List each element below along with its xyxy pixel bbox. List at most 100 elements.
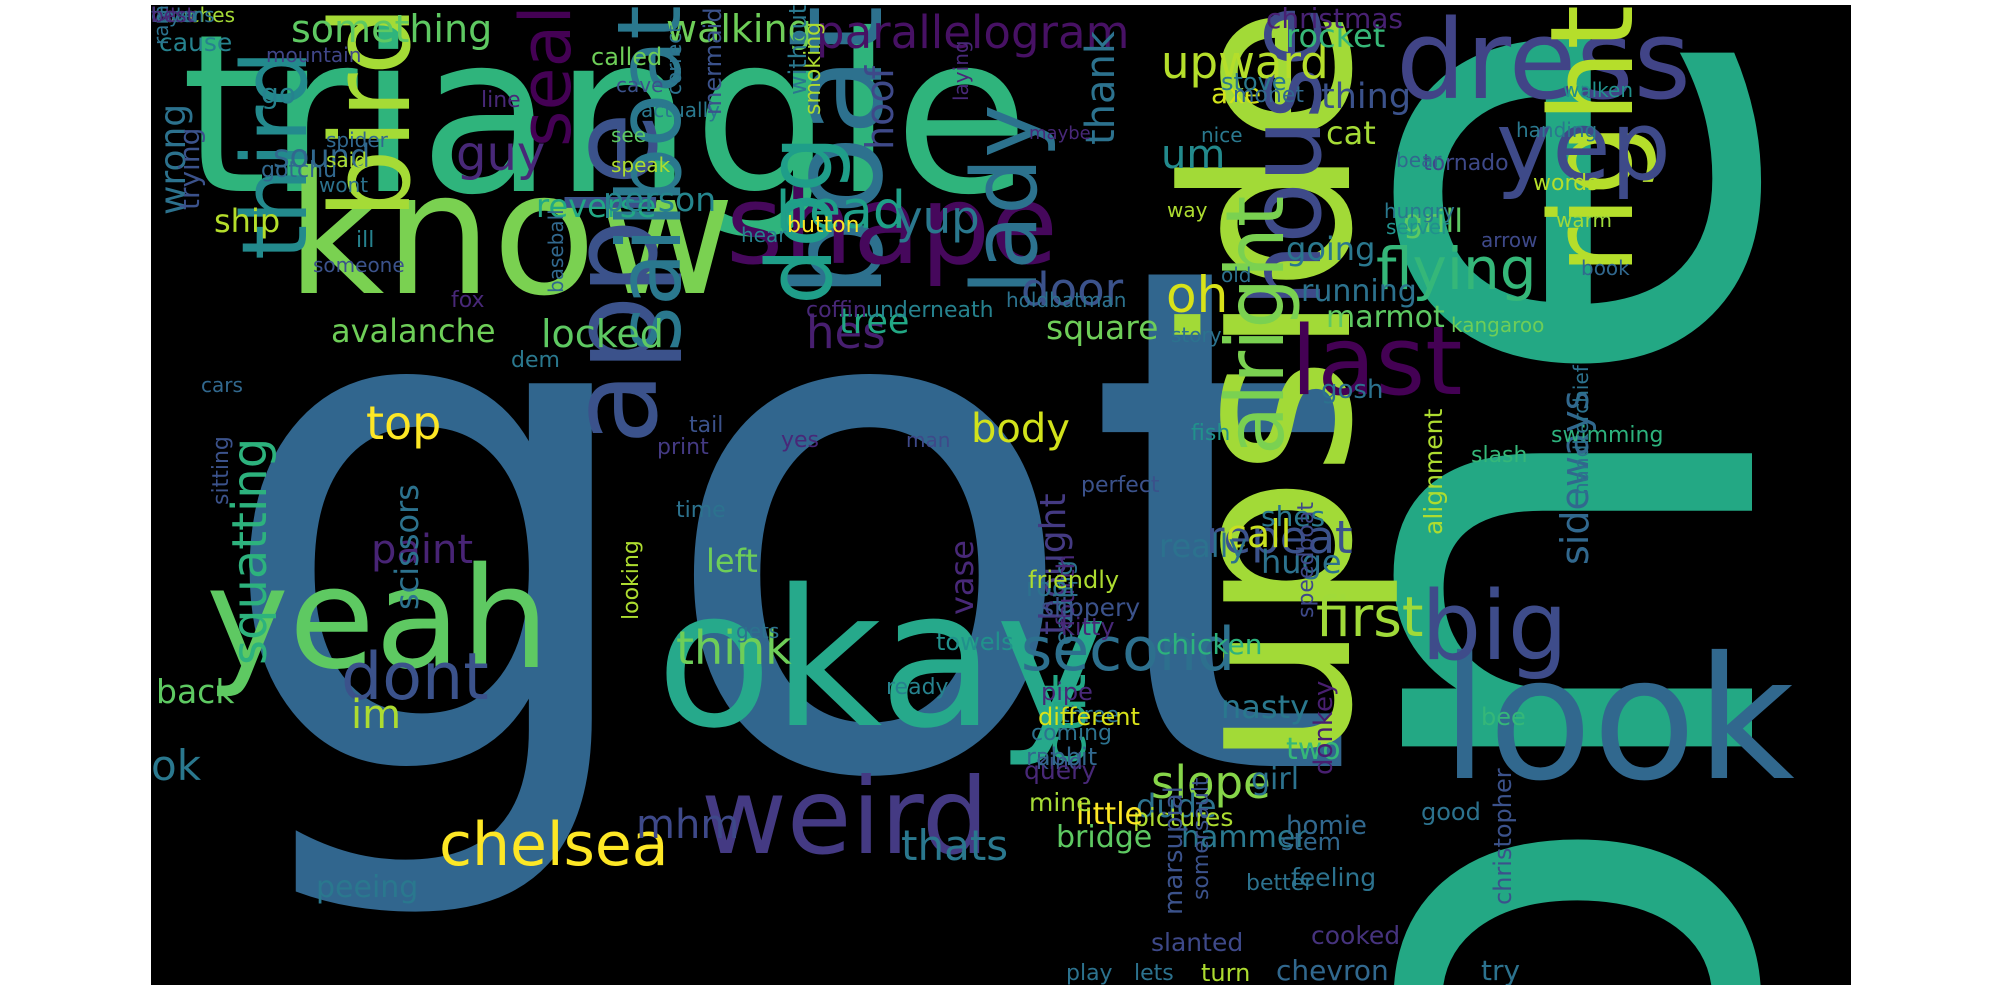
word-lets: lets [1134, 961, 1174, 985]
word-yes: yes [781, 428, 820, 453]
word-layer: layer [151, 5, 202, 27]
word-hammer: hammer [1181, 820, 1308, 855]
word-different: different [1038, 703, 1140, 731]
word-im: im [351, 692, 402, 738]
word-coffin: coffin [806, 298, 867, 323]
word-cars: cars [201, 373, 243, 397]
word-holdbatman: holdbatman [1006, 288, 1127, 312]
word-head: head [776, 181, 906, 241]
word-somersault: somersault [1189, 777, 1214, 900]
word-kind: kind [1036, 750, 1083, 775]
word-way: way [1167, 198, 1208, 222]
word-coming: coming [1031, 721, 1113, 746]
word-better: better [1246, 871, 1314, 896]
word-know: know [286, 136, 736, 334]
word-dem: dem [511, 348, 560, 373]
word-ok: ok [151, 741, 202, 790]
word-kangaroo: kangaroo [1451, 313, 1545, 337]
word-axe: axe [1211, 77, 1262, 110]
word-bear: bear [1396, 148, 1442, 172]
word-looking: looking [619, 540, 644, 620]
word-server: server [1386, 215, 1450, 239]
word-scissors: scissors [388, 484, 426, 610]
word-stove: stove [1221, 68, 1287, 96]
word-chevron: chevron [1276, 954, 1389, 985]
word-print: print [657, 435, 709, 460]
word-two: two [1286, 732, 1341, 767]
word-ready: ready [886, 675, 949, 700]
word-nasty: nasty [1221, 688, 1310, 726]
word-three: three [1061, 703, 1120, 728]
word-see: see [611, 123, 647, 147]
word-alignment: alignment [1419, 408, 1448, 535]
word-laying: laying [949, 40, 973, 101]
word-tree: tree [839, 302, 910, 342]
word-cooked: cooked [1311, 921, 1401, 950]
word-houches: houches [151, 5, 235, 27]
word-grill: grill [1403, 202, 1464, 240]
word-try: try [1481, 954, 1521, 985]
word-said: said [326, 148, 367, 172]
word-arrow: arrow [1481, 228, 1538, 252]
word-marsupial: marsupial [1159, 786, 1189, 915]
word-swimming: swimming [1551, 423, 1664, 448]
word-marmot: marmot [1326, 300, 1445, 335]
word-homie: homie [1286, 811, 1367, 841]
word-cause: cause [159, 28, 233, 57]
word-cloud: got one triangle upside okay know look y… [151, 5, 1851, 985]
word-christopher: christopher [1489, 768, 1517, 905]
word-go: go [261, 77, 296, 110]
word-query: query [1024, 756, 1097, 785]
word-play: play [1066, 961, 1113, 985]
word-something: something [291, 7, 493, 51]
word-hi: hi [151, 5, 170, 27]
word-someone: someone [313, 253, 405, 277]
word-locked: locked [541, 312, 664, 356]
word-maybe: maybe [1029, 123, 1091, 144]
word-shes: shes [1261, 500, 1326, 533]
word-big: big [1421, 572, 1568, 682]
word-walking: walking [666, 7, 812, 51]
word-correct: correct [662, 24, 686, 95]
word-back: back [156, 672, 235, 711]
word-baseball: baseball [544, 209, 568, 293]
word-turn: turn [1201, 959, 1251, 985]
word-dude: dude [1136, 787, 1217, 825]
word-dress: dress [1396, 5, 1691, 124]
word-got: got [211, 117, 1359, 932]
word-think: think [676, 621, 792, 675]
word-flying: flying [1376, 235, 1537, 303]
word-vase: vase [943, 540, 981, 615]
word-thorns: thorns [151, 5, 215, 27]
word-person: person [603, 180, 717, 219]
word-fox: fox [451, 288, 485, 313]
word-line: line [481, 88, 521, 113]
word-called: called [591, 43, 663, 71]
word-top: top [366, 396, 442, 450]
word-warm: warm [1556, 208, 1612, 232]
word-handing: handing [1516, 118, 1598, 142]
word-alright: alright [1209, 195, 1302, 455]
word-cat: cat [1326, 114, 1376, 152]
word-wow: wow [151, 5, 196, 27]
word-avalanche: avalanche [331, 312, 496, 350]
word-good: good [1421, 798, 1481, 826]
word-dont: dont [341, 640, 489, 715]
word-sound: sound [273, 137, 371, 175]
word-parallelogram: parallelogram [816, 6, 1130, 59]
word-yeah: yeah [206, 538, 550, 701]
word-thats: thats [901, 821, 1009, 870]
word-call: call [1226, 512, 1292, 556]
word-mhm: mhm [636, 802, 740, 848]
word-pipe: pipe [1041, 678, 1093, 706]
word-bridge: bridge [1056, 820, 1153, 855]
word-door: door [1021, 263, 1124, 316]
word-handkerchief: handkerchief [1569, 365, 1593, 495]
word-walken: walken [1563, 78, 1634, 102]
word-slope: slope [1151, 756, 1271, 809]
word-feeling: feeling [1291, 863, 1377, 892]
word-tail: tail [689, 413, 724, 438]
word-tornado: tornado [1423, 151, 1509, 176]
word-gosh: gosh [1321, 375, 1384, 405]
word-look: look [1441, 621, 1795, 819]
